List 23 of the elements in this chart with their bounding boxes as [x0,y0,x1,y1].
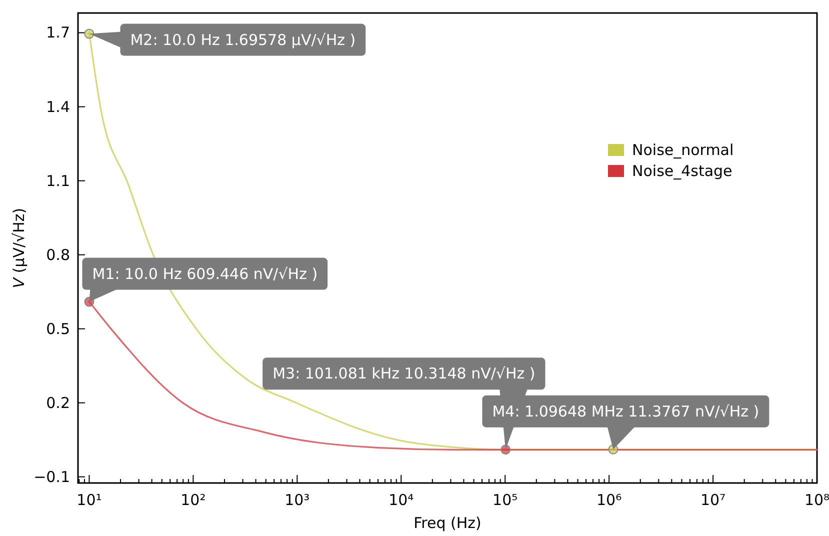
y-tick-label: 1.4 [46,98,70,116]
y-tick-label: 1.7 [46,24,70,42]
x-tick-label: 10⁴ [388,491,414,509]
x-axis-title: Freq (Hz) [414,514,482,532]
y-tick-label: −0.1 [34,468,70,486]
legend-label: Noise_normal [632,141,734,159]
x-tick-label: 10⁷ [700,491,726,509]
y-axis-title: V (µV/√Hz) [10,208,28,288]
x-tick-label: 10³ [284,491,310,509]
x-tick-label: 10¹ [76,491,102,509]
legend-label: Noise_4stage [632,162,732,180]
y-tick-label: 0.5 [46,320,70,338]
y-tick-label: 0.8 [46,246,70,264]
annotation: M1: 10.0 Hz 609.446 nV/√Hz ) [92,264,318,283]
y-tick-label: 1.1 [46,172,70,190]
x-tick-label: 10² [180,491,206,509]
annotation: M2: 10.0 Hz 1.69578 µV/√Hz ) [130,30,356,49]
annotation: M4: 1.09648 MHz 11.3767 nV/√Hz ) [492,402,760,420]
x-tick-label: 10⁵ [492,491,518,509]
x-tick-label: 10⁶ [596,491,622,509]
y-tick-label: 0.2 [46,394,70,412]
x-tick-label: 10⁸ [804,491,829,509]
annotation: M3: 101.081 kHz 10.3148 nV/√Hz ) [272,364,536,383]
